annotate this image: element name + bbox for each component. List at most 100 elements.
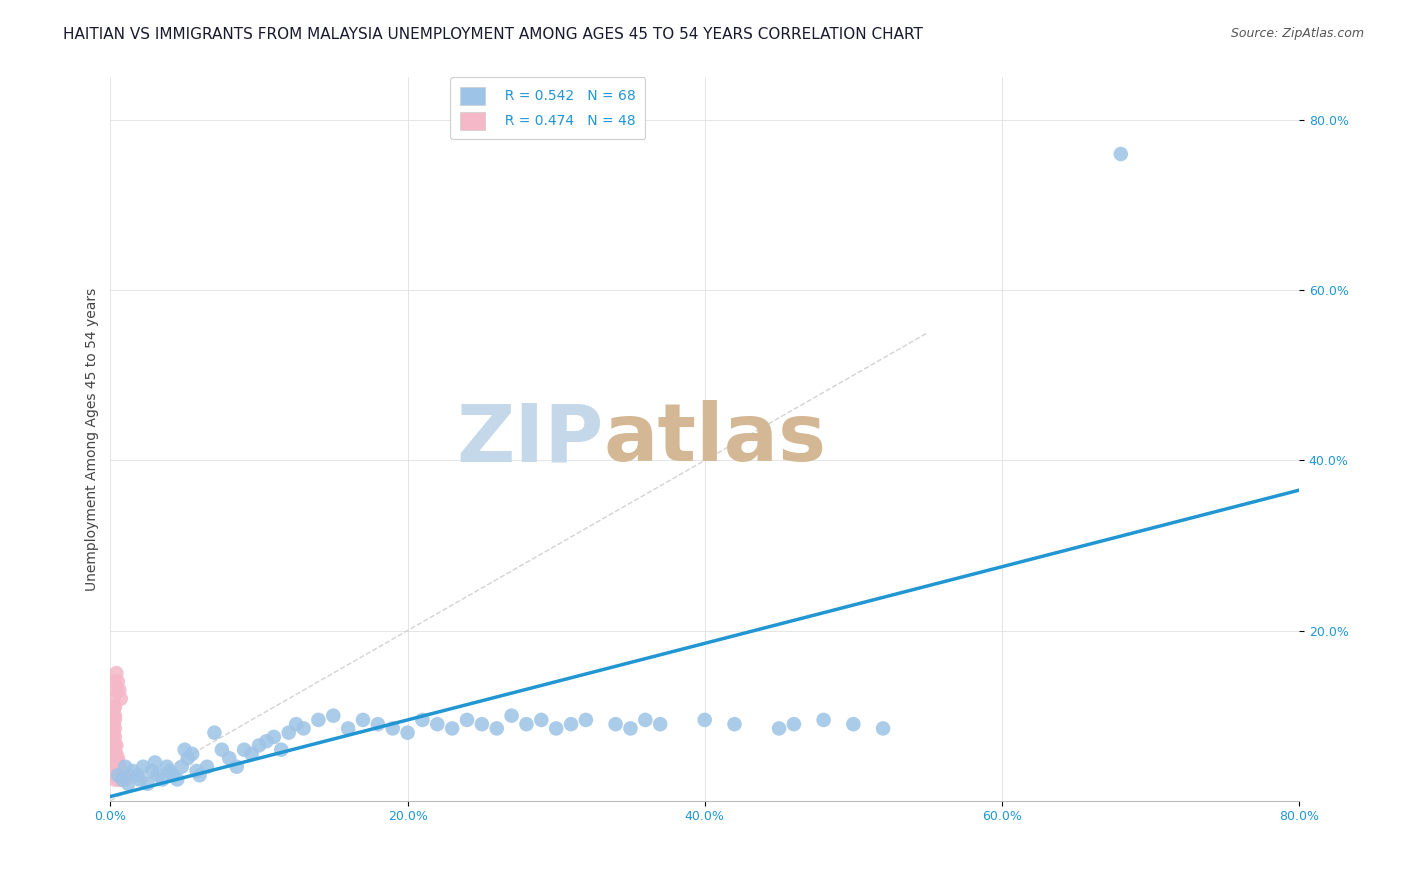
Point bbox=[426, 717, 449, 731]
Point bbox=[225, 760, 247, 774]
Point bbox=[132, 760, 155, 774]
Point bbox=[143, 756, 166, 770]
Point bbox=[842, 717, 865, 731]
Point bbox=[103, 768, 125, 782]
Point bbox=[110, 772, 132, 787]
Point bbox=[108, 760, 131, 774]
Point bbox=[307, 713, 329, 727]
Point bbox=[456, 713, 478, 727]
Point bbox=[105, 751, 128, 765]
Point bbox=[103, 725, 125, 739]
Point bbox=[104, 772, 127, 787]
Point bbox=[352, 713, 374, 727]
Point bbox=[485, 722, 508, 736]
Point bbox=[530, 713, 553, 727]
Point bbox=[159, 764, 181, 778]
Point bbox=[195, 760, 218, 774]
Point bbox=[103, 734, 125, 748]
Point bbox=[233, 742, 256, 756]
Point bbox=[605, 717, 627, 731]
Point bbox=[105, 760, 128, 774]
Point bbox=[218, 751, 240, 765]
Point bbox=[723, 717, 745, 731]
Text: HAITIAN VS IMMIGRANTS FROM MALAYSIA UNEMPLOYMENT AMONG AGES 45 TO 54 YEARS CORRE: HAITIAN VS IMMIGRANTS FROM MALAYSIA UNEM… bbox=[63, 27, 924, 42]
Point bbox=[471, 717, 494, 731]
Point bbox=[103, 742, 125, 756]
Point bbox=[152, 772, 174, 787]
Point bbox=[107, 772, 129, 787]
Point bbox=[110, 768, 132, 782]
Point bbox=[650, 717, 672, 731]
Point bbox=[515, 717, 537, 731]
Point bbox=[277, 725, 299, 739]
Point bbox=[872, 722, 894, 736]
Point bbox=[146, 768, 169, 782]
Point bbox=[104, 674, 127, 689]
Point bbox=[103, 691, 125, 706]
Point bbox=[211, 742, 233, 756]
Point bbox=[114, 772, 136, 787]
Point bbox=[129, 772, 152, 787]
Text: atlas: atlas bbox=[603, 401, 827, 478]
Point bbox=[107, 751, 129, 765]
Point bbox=[104, 700, 127, 714]
Point bbox=[107, 768, 129, 782]
Point bbox=[166, 772, 188, 787]
Point bbox=[270, 742, 292, 756]
Point bbox=[104, 708, 127, 723]
Point bbox=[292, 722, 315, 736]
Point bbox=[247, 739, 270, 753]
Point bbox=[173, 742, 195, 756]
Point bbox=[181, 747, 204, 761]
Point bbox=[322, 708, 344, 723]
Point bbox=[188, 768, 211, 782]
Point bbox=[546, 722, 568, 736]
Point bbox=[108, 683, 131, 698]
Point bbox=[105, 666, 128, 681]
Point bbox=[110, 691, 132, 706]
Point bbox=[263, 730, 285, 744]
Point bbox=[127, 768, 149, 782]
Point bbox=[162, 768, 184, 782]
Point bbox=[105, 739, 128, 753]
Point bbox=[254, 734, 277, 748]
Point bbox=[441, 722, 464, 736]
Point bbox=[105, 764, 128, 778]
Point bbox=[411, 713, 433, 727]
Point bbox=[114, 760, 136, 774]
Point bbox=[104, 747, 127, 761]
Point bbox=[156, 760, 179, 774]
Point bbox=[103, 708, 125, 723]
Point bbox=[693, 713, 716, 727]
Text: ZIP: ZIP bbox=[457, 401, 603, 478]
Point bbox=[105, 768, 128, 782]
Point bbox=[176, 751, 198, 765]
Point bbox=[108, 772, 131, 787]
Point bbox=[285, 717, 308, 731]
Point bbox=[1109, 147, 1132, 161]
Point bbox=[103, 717, 125, 731]
Point bbox=[121, 764, 143, 778]
Point bbox=[136, 777, 159, 791]
Point bbox=[103, 700, 125, 714]
Point bbox=[103, 751, 125, 765]
Point bbox=[104, 756, 127, 770]
Point bbox=[381, 722, 404, 736]
Point bbox=[337, 722, 360, 736]
Point bbox=[104, 730, 127, 744]
Point bbox=[107, 674, 129, 689]
Legend:   R = 0.542   N = 68,   R = 0.474   N = 48: R = 0.542 N = 68, R = 0.474 N = 48 bbox=[450, 77, 645, 139]
Point bbox=[111, 772, 134, 787]
Y-axis label: Unemployment Among Ages 45 to 54 years: Unemployment Among Ages 45 to 54 years bbox=[86, 287, 100, 591]
Point bbox=[104, 739, 127, 753]
Point bbox=[813, 713, 835, 727]
Point bbox=[367, 717, 389, 731]
Point bbox=[107, 756, 129, 770]
Point bbox=[104, 722, 127, 736]
Text: Source: ZipAtlas.com: Source: ZipAtlas.com bbox=[1230, 27, 1364, 40]
Point bbox=[501, 708, 523, 723]
Point bbox=[634, 713, 657, 727]
Point bbox=[117, 777, 139, 791]
Point bbox=[104, 713, 127, 727]
Point bbox=[186, 764, 208, 778]
